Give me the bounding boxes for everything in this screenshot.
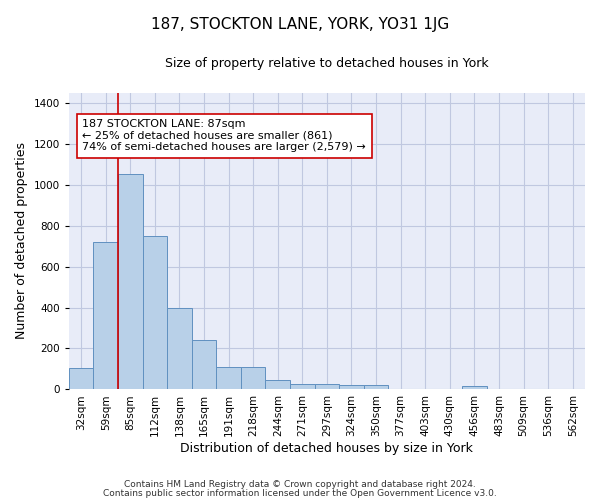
Bar bbox=[314, 384, 339, 390]
Bar bbox=[290, 384, 314, 390]
Bar bbox=[364, 386, 388, 390]
Bar bbox=[339, 386, 364, 390]
Bar bbox=[241, 366, 265, 390]
Bar bbox=[143, 236, 167, 390]
Text: 187, STOCKTON LANE, YORK, YO31 1JG: 187, STOCKTON LANE, YORK, YO31 1JG bbox=[151, 18, 449, 32]
X-axis label: Distribution of detached houses by size in York: Distribution of detached houses by size … bbox=[181, 442, 473, 455]
Bar bbox=[265, 380, 290, 390]
Bar bbox=[94, 242, 118, 390]
Bar bbox=[167, 308, 192, 390]
Bar bbox=[118, 174, 143, 390]
Bar bbox=[69, 368, 94, 390]
Text: 187 STOCKTON LANE: 87sqm
← 25% of detached houses are smaller (861)
74% of semi-: 187 STOCKTON LANE: 87sqm ← 25% of detach… bbox=[82, 119, 366, 152]
Bar bbox=[462, 386, 487, 390]
Text: Contains public sector information licensed under the Open Government Licence v3: Contains public sector information licen… bbox=[103, 488, 497, 498]
Y-axis label: Number of detached properties: Number of detached properties bbox=[15, 142, 28, 340]
Bar bbox=[192, 340, 217, 390]
Bar bbox=[217, 366, 241, 390]
Title: Size of property relative to detached houses in York: Size of property relative to detached ho… bbox=[165, 58, 489, 70]
Text: Contains HM Land Registry data © Crown copyright and database right 2024.: Contains HM Land Registry data © Crown c… bbox=[124, 480, 476, 489]
